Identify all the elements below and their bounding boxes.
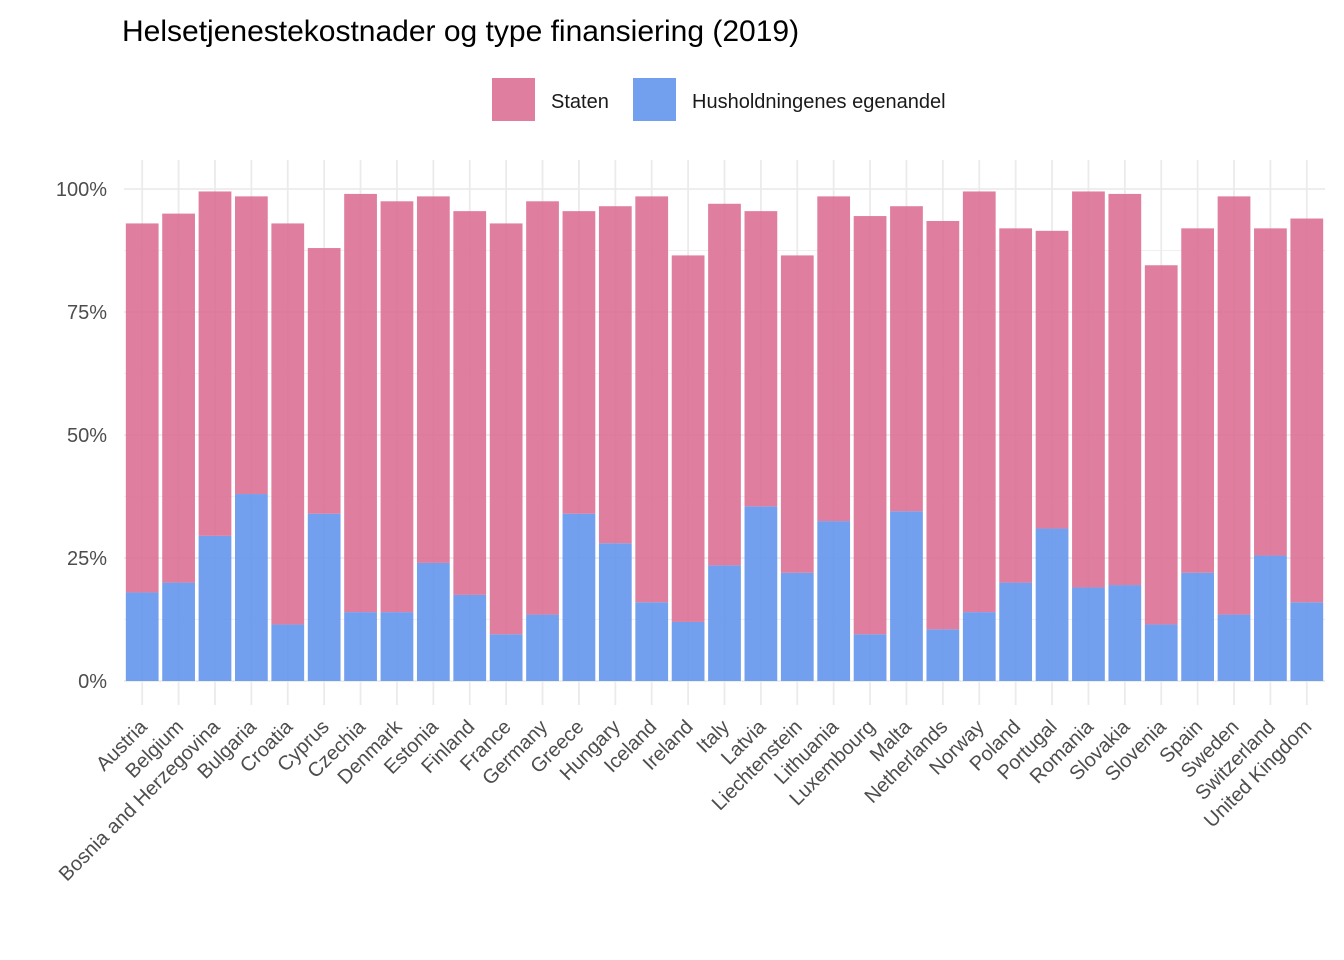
bar-husholdning-iceland <box>635 602 669 681</box>
legend-swatch <box>492 78 535 121</box>
y-tick-label: 50% <box>67 425 107 447</box>
legend-swatch <box>633 78 676 121</box>
bar-husholdning-united-kingdom <box>1290 602 1324 681</box>
bar-staten-croatia <box>271 223 305 625</box>
bar-husholdning-austria <box>125 592 159 681</box>
bar-staten-netherlands <box>926 220 960 630</box>
bar-husholdning-spain <box>1181 572 1214 681</box>
bar-staten-latvia <box>744 211 778 507</box>
bar-staten-romania <box>1072 191 1105 588</box>
bar-staten-sweden <box>1217 196 1251 615</box>
bar-husholdning-hungary <box>598 543 632 681</box>
bar-husholdning-germany <box>526 614 559 681</box>
bar-husholdning-cyprus <box>307 513 341 681</box>
bars <box>125 191 1324 681</box>
legend-label: Husholdningenes egenandel <box>692 91 946 113</box>
bar-husholdning-bosnia-and-herzegovina <box>198 535 232 681</box>
bar-staten-poland <box>999 228 1033 583</box>
bar-staten-austria <box>125 223 159 593</box>
bar-staten-france <box>489 223 523 635</box>
legend: Staten Husholdningenes egenandel <box>492 78 946 121</box>
bar-husholdning-romania <box>1072 587 1105 681</box>
y-tick-label: 100% <box>56 179 107 201</box>
bar-husholdning-bulgaria <box>235 494 268 681</box>
bar-staten-ireland <box>671 255 705 622</box>
bar-staten-czechia <box>344 193 377 613</box>
bar-husholdning-sweden <box>1217 614 1251 681</box>
bar-husholdning-finland <box>453 594 487 681</box>
bar-staten-liechtenstein <box>780 255 814 573</box>
bar-staten-italy <box>708 203 741 566</box>
bar-husholdning-lithuania <box>817 521 851 681</box>
bar-staten-iceland <box>635 196 669 603</box>
bar-staten-finland <box>453 211 487 595</box>
bar-husholdning-poland <box>999 582 1033 681</box>
bar-staten-slovakia <box>1108 193 1142 586</box>
bar-husholdning-belgium <box>162 582 195 681</box>
bar-staten-estonia <box>416 196 450 563</box>
y-tick-label: 75% <box>67 302 107 324</box>
bar-husholdning-czechia <box>344 612 377 681</box>
y-tick-label: 0% <box>78 671 107 693</box>
bar-staten-belgium <box>162 213 195 583</box>
bar-staten-portugal <box>1035 230 1069 529</box>
bar-husholdning-slovakia <box>1108 585 1142 681</box>
bar-staten-greece <box>562 211 596 514</box>
bar-husholdning-croatia <box>271 624 305 681</box>
bar-staten-norway <box>962 191 996 613</box>
bar-husholdning-estonia <box>416 562 450 681</box>
bar-staten-united-kingdom <box>1290 218 1324 603</box>
bar-staten-cyprus <box>307 248 341 514</box>
bar-staten-bosnia-and-herzegovina <box>198 191 232 536</box>
bar-staten-malta <box>890 206 923 512</box>
bar-husholdning-switzerland <box>1254 555 1287 681</box>
bar-husholdning-norway <box>962 612 996 681</box>
bar-staten-lithuania <box>817 196 851 522</box>
bar-staten-switzerland <box>1254 228 1287 556</box>
bar-husholdning-denmark <box>380 612 414 681</box>
bar-husholdning-ireland <box>671 621 705 681</box>
bar-staten-hungary <box>598 206 632 544</box>
bar-staten-slovenia <box>1144 265 1178 625</box>
bar-husholdning-malta <box>890 511 923 681</box>
legend-label: Staten <box>551 91 609 113</box>
bar-husholdning-italy <box>708 565 741 681</box>
bar-staten-luxembourg <box>853 216 887 635</box>
bar-staten-spain <box>1181 228 1214 573</box>
bar-husholdning-portugal <box>1035 528 1069 681</box>
bar-husholdning-latvia <box>744 506 778 681</box>
bar-husholdning-slovenia <box>1144 624 1178 681</box>
bar-staten-germany <box>526 201 559 615</box>
bar-husholdning-netherlands <box>926 629 960 681</box>
bar-staten-bulgaria <box>235 196 268 495</box>
bar-husholdning-liechtenstein <box>780 572 814 681</box>
y-axis-ticks: 0% 25% 50% 75% 100% <box>56 179 107 693</box>
y-tick-label: 25% <box>67 548 107 570</box>
bar-husholdning-france <box>489 634 523 681</box>
bar-staten-denmark <box>380 201 414 613</box>
bar-husholdning-luxembourg <box>853 634 887 681</box>
chart-title: Helsetjenestekostnader og type finansier… <box>122 15 799 48</box>
bar-husholdning-greece <box>562 513 596 681</box>
